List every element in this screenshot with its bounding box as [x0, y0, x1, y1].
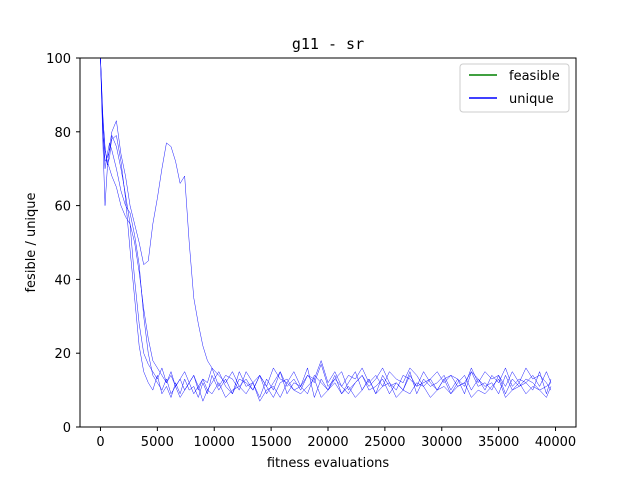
x-tick-label: 25000 — [364, 435, 405, 450]
y-axis-label: fesible / unique — [24, 192, 39, 292]
legend: feasible unique — [459, 63, 570, 113]
legend-label-unique: unique — [509, 92, 554, 107]
series-layer — [100, 57, 552, 402]
series-line-4 — [100, 57, 552, 402]
series-line-3 — [100, 57, 552, 398]
x-tick-label: 15000 — [250, 435, 291, 450]
series-line-5 — [100, 57, 552, 391]
series-line-2 — [100, 57, 552, 395]
tick-layer: 0 5000 10000 15000 20000 25000 30000 35000 40000… — [46, 52, 576, 450]
chart-title: g11 - sr — [292, 35, 364, 53]
plot-background — [80, 58, 576, 427]
x-tick-label: 40000 — [535, 435, 576, 450]
x-tick-label: 35000 — [478, 435, 519, 450]
x-tick-label: 20000 — [307, 435, 348, 450]
legend-label-feasible: feasible — [509, 69, 560, 84]
y-tick-label: 20 — [54, 347, 71, 362]
x-tick-label: 30000 — [421, 435, 462, 450]
y-tick-label: 40 — [54, 273, 71, 288]
x-tick-label: 0 — [96, 435, 104, 450]
series-line-1 — [100, 57, 552, 398]
y-tick-label: 100 — [46, 52, 71, 67]
y-tick-label: 80 — [54, 126, 71, 141]
plot-area — [80, 58, 576, 427]
y-tick-label: 0 — [63, 421, 71, 436]
x-tick-label: 5000 — [141, 435, 174, 450]
x-axis-label: fitness evaluations — [267, 456, 390, 471]
legend-box — [459, 63, 570, 113]
plot-frame — [79, 57, 577, 428]
y-tick-label: 60 — [54, 200, 71, 215]
x-tick-label: 10000 — [194, 435, 235, 450]
